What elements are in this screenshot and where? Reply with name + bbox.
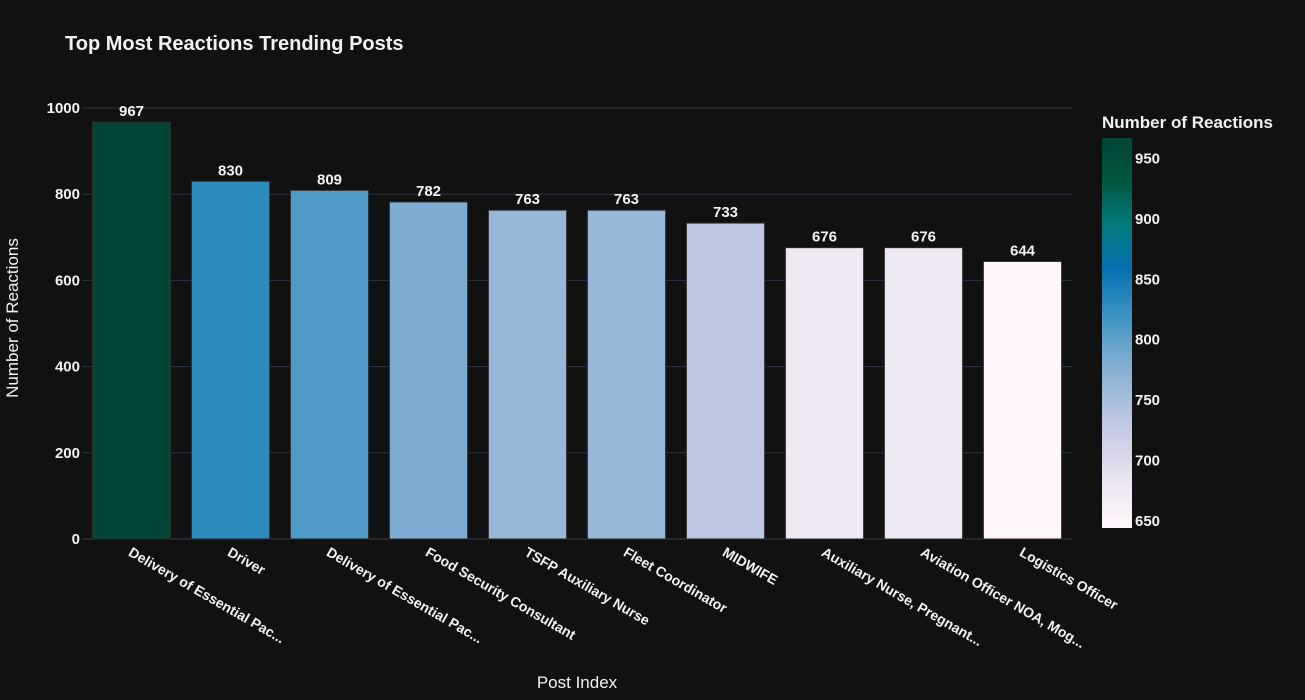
x-axis-label: Post Index — [537, 673, 618, 692]
x-tick-label: Logistics Officer — [1017, 544, 1121, 613]
data-label: 763 — [515, 191, 540, 208]
colorbar-tick-label: 850 — [1135, 271, 1160, 288]
colorbar-tick-label: 750 — [1135, 392, 1160, 409]
y-tick-label: 200 — [55, 445, 80, 462]
y-tick-label: 800 — [55, 186, 80, 203]
x-tick-label: Aviation Officer NOA, Mog... — [918, 544, 1088, 651]
bar — [289, 189, 370, 540]
colorbar-tick-label: 800 — [1135, 332, 1160, 349]
y-axis-label: Number of Reactions — [3, 238, 22, 398]
bar — [388, 201, 469, 540]
y-tick-label: 0 — [72, 531, 80, 548]
data-label: 782 — [416, 183, 441, 200]
chart-title: Top Most Reactions Trending Posts — [65, 33, 404, 55]
colorbar-tick-label: 950 — [1135, 151, 1160, 168]
x-tick-label: Driver — [225, 544, 269, 578]
bars — [91, 121, 1063, 540]
data-label: 676 — [911, 229, 936, 246]
colorbar-ticks: 650 700 750 800 850 900 950 — [1135, 151, 1160, 530]
colorbar-tick-label: 700 — [1135, 452, 1160, 469]
data-label: 763 — [614, 191, 639, 208]
bar — [91, 121, 172, 540]
bar — [982, 260, 1063, 540]
data-label: 967 — [119, 103, 144, 120]
bar — [883, 247, 964, 540]
colorbar-tick-label: 650 — [1135, 513, 1160, 530]
x-tick-label: Delivery of Essential Pac... — [324, 544, 486, 647]
data-label: 733 — [713, 204, 738, 221]
data-label: 644 — [1010, 242, 1036, 259]
colorbar-title: Number of Reactions — [1102, 113, 1273, 132]
x-tick-label: Delivery of Essential Pac... — [126, 544, 288, 647]
colorbar-tick-label: 900 — [1135, 211, 1160, 228]
y-tick-label: 1000 — [47, 100, 80, 117]
bar — [685, 222, 766, 540]
y-axis-ticks: 0 200 400 600 800 1000 — [47, 100, 80, 548]
data-label: 676 — [812, 229, 837, 246]
y-tick-label: 600 — [55, 272, 80, 289]
data-label: 809 — [317, 171, 342, 188]
x-tick-label: MIDWIFE — [720, 544, 781, 588]
x-tick-label: Auxiliary Nurse, Pregnant... — [819, 544, 985, 649]
y-tick-label: 400 — [55, 359, 80, 376]
colorbar — [1102, 138, 1132, 528]
value-labels: 967 830 809 782 763 763 733 676 676 644 — [119, 103, 1036, 259]
data-label: 830 — [218, 162, 243, 179]
x-axis-ticks: Delivery of Essential Pac...Driver Delive… — [126, 544, 1121, 651]
bar — [784, 247, 865, 540]
bar — [190, 180, 271, 540]
bar — [586, 209, 667, 540]
bar — [487, 209, 568, 540]
